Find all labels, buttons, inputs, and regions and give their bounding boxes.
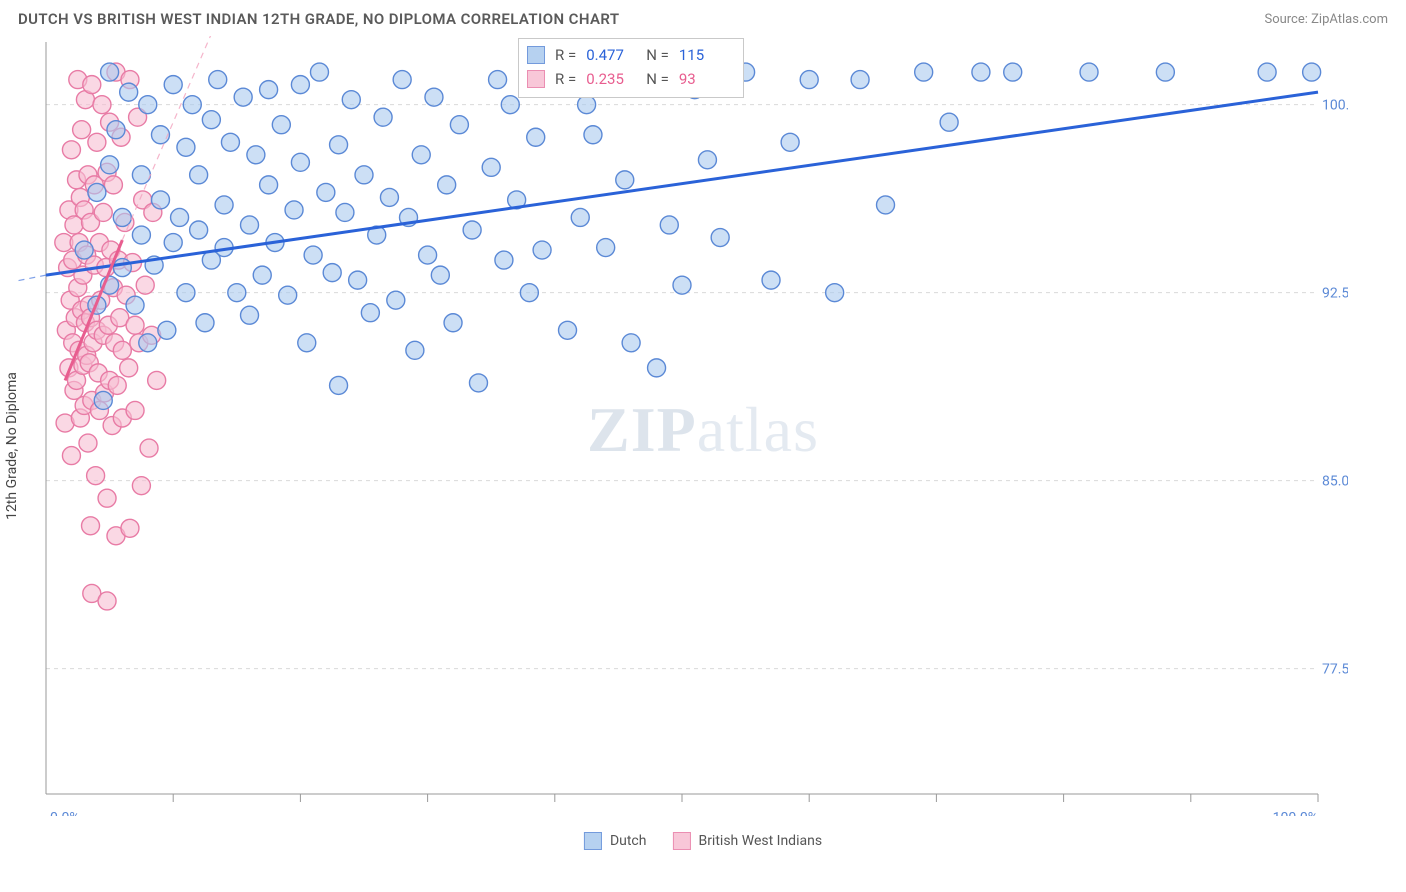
n-label: N = [646,43,669,67]
n-label-2: N = [646,67,669,91]
legend-label-dutch: Dutch [610,833,647,849]
chart-title: DUTCH VS BRITISH WEST INDIAN 12TH GRADE,… [18,10,619,28]
legend-swatch-bwi-icon [672,832,690,850]
legend-label-bwi: British West Indians [698,833,822,849]
legend-swatch-dutch-icon [584,832,602,850]
chart-container: 12th Grade, No Diploma ZIPatlas 100.0%92… [18,36,1388,856]
svg-text:77.5%: 77.5% [1322,662,1348,678]
bottom-legend: Dutch British West Indians [584,832,822,850]
svg-text:92.5%: 92.5% [1322,286,1348,302]
chart-source: Source: ZipAtlas.com [1264,12,1388,27]
svg-text:0.0%: 0.0% [50,810,80,816]
svg-text:100.0%: 100.0% [1322,98,1348,114]
r-value-dutch: 0.477 [586,43,636,67]
swatch-dutch-icon [527,46,545,64]
stats-row-dutch: R = 0.477 N = 115 [527,43,729,67]
stats-row-bwi: R = 0.235 N = 93 [527,67,729,91]
scatter-chart: 100.0% 92.5% 85.0% 77.5% 0.0% 100.0% [18,36,1348,816]
svg-text:100.0%: 100.0% [1273,810,1318,816]
swatch-bwi-icon [527,70,545,88]
chart-header: DUTCH VS BRITISH WEST INDIAN 12TH GRADE,… [0,0,1406,36]
legend-item-dutch: Dutch [584,832,647,850]
legend-item-bwi: British West Indians [672,832,822,850]
n-value-bwi: 93 [679,67,729,91]
r-label: R = [555,43,576,67]
stats-legend-box: R = 0.477 N = 115 R = 0.235 N = 93 [518,38,744,98]
r-value-bwi: 0.235 [586,67,636,91]
r-label-2: R = [555,67,576,91]
n-value-dutch: 115 [679,43,729,67]
svg-text:85.0%: 85.0% [1322,474,1348,490]
y-axis-label: 12th Grade, No Diploma [4,372,20,520]
